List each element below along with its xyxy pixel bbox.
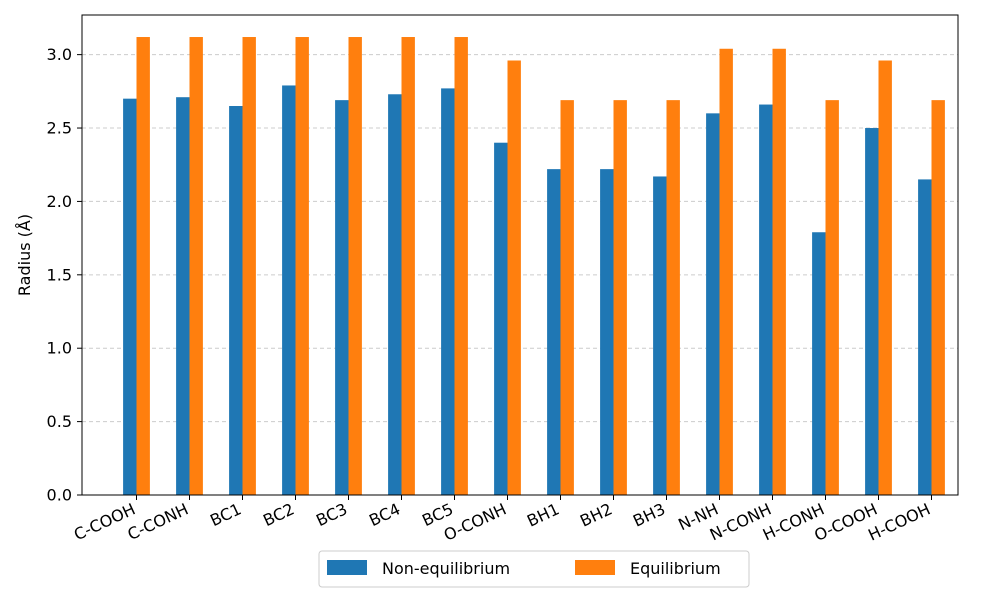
bar-equilibrium (295, 37, 309, 496)
bar-non-equilibrium (388, 94, 402, 495)
x-tick-label: BC1 (207, 499, 244, 530)
legend-box (318, 550, 750, 588)
bar-non-equilibrium (229, 106, 243, 496)
x-tick-label: BH2 (577, 499, 615, 530)
bar-equilibrium (772, 48, 786, 495)
y-tick-label: 0.0 (47, 486, 72, 505)
legend-swatch-equilibrium (575, 560, 615, 575)
bar-equilibrium (348, 37, 362, 496)
bar-non-equilibrium (441, 88, 455, 495)
bars (123, 37, 945, 496)
y-axis-ticks: 0.0 0.5 1.0 1.5 2.0 2.5 3.0 (47, 45, 82, 505)
bar-equilibrium (507, 60, 521, 496)
bar-equilibrium (666, 100, 680, 496)
legend: Non-equilibrium Equilibrium (318, 550, 750, 588)
y-tick-label: 2.5 (47, 119, 72, 138)
bar-non-equilibrium (653, 176, 667, 495)
x-tick-label: BH1 (524, 499, 562, 530)
y-tick-label: 0.5 (47, 412, 72, 431)
bar-non-equilibrium (600, 169, 614, 496)
bar-non-equilibrium (123, 98, 137, 495)
bar-equilibrium (825, 100, 839, 496)
y-tick-label: 1.5 (47, 265, 72, 284)
x-tick-label: H-COOH (865, 499, 933, 544)
bar-non-equilibrium (176, 97, 190, 495)
plot-frame (81, 14, 959, 496)
bar-non-equilibrium (282, 85, 296, 496)
y-tick-label: 1.0 (47, 339, 72, 358)
x-tick-label: BC3 (313, 499, 350, 530)
bar-non-equilibrium (812, 232, 826, 495)
bar-non-equilibrium (918, 179, 932, 495)
legend-swatch-non-equilibrium (327, 560, 367, 575)
bar-equilibrium (878, 60, 892, 496)
x-tick-label: C-COOH (71, 499, 138, 544)
bar-equilibrium (189, 37, 203, 496)
bar-non-equilibrium (335, 100, 349, 496)
bar-equilibrium (401, 37, 415, 496)
y-tick-label: 2.0 (47, 192, 72, 211)
bar-non-equilibrium (706, 113, 720, 495)
bar-equilibrium (719, 48, 733, 495)
x-tick-label: BC4 (366, 499, 403, 530)
bar-non-equilibrium (759, 104, 773, 495)
bar-equilibrium (931, 100, 945, 496)
bar-equilibrium (560, 100, 574, 496)
bar-equilibrium (242, 37, 256, 496)
legend-label-equilibrium: Equilibrium (630, 559, 721, 578)
y-axis-title: Radius (Å) (15, 214, 34, 296)
bar-non-equilibrium (494, 142, 508, 495)
bar-non-equilibrium (547, 169, 561, 496)
x-tick-label: BC2 (260, 499, 297, 530)
y-tick-label: 3.0 (47, 45, 72, 64)
legend-label-non-equilibrium: Non-equilibrium (382, 559, 510, 578)
bar-equilibrium (136, 37, 150, 496)
x-tick-label: C-CONH (125, 499, 192, 544)
bar-non-equilibrium (865, 128, 879, 495)
x-tick-label: BH3 (630, 499, 668, 530)
bar-equilibrium (454, 37, 468, 496)
bar-equilibrium (613, 100, 627, 496)
